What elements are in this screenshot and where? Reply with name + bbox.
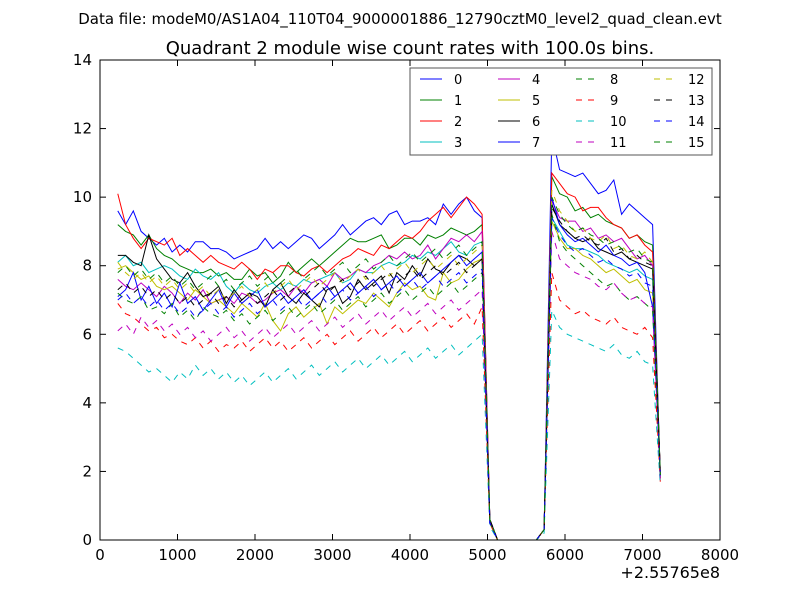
- legend-label-4: 4: [532, 73, 540, 88]
- x-tick-label: 4000: [391, 546, 429, 564]
- y-tick-label: 10: [73, 188, 92, 206]
- series-line-12: [117, 190, 661, 541]
- y-tick-label: 4: [82, 394, 92, 412]
- legend-label-0: 0: [454, 73, 462, 88]
- legend-label-9: 9: [610, 94, 618, 109]
- data-file-header: Data file: modeM0/AS1A04_110T04_90000018…: [78, 10, 722, 29]
- series-line-8: [117, 214, 661, 541]
- x-tick-label: 1000: [158, 546, 196, 564]
- series-line-9: [117, 272, 661, 541]
- x-tick-label: 0: [95, 546, 105, 564]
- x-tick-label: 3000: [313, 546, 351, 564]
- y-tick-label: 14: [73, 51, 92, 69]
- legend-label-8: 8: [610, 73, 618, 88]
- series-line-6: [117, 203, 661, 541]
- legend-label-3: 3: [454, 136, 462, 151]
- legend-label-5: 5: [532, 94, 540, 109]
- x-tick-label: 5000: [468, 546, 506, 564]
- legend-label-11: 11: [610, 136, 627, 151]
- series-line-3: [117, 215, 661, 541]
- legend-label-13: 13: [688, 94, 705, 109]
- series-line-10: [117, 310, 661, 541]
- legend-label-14: 14: [688, 115, 705, 130]
- legend-label-1: 1: [454, 94, 462, 109]
- series-line-15: [117, 196, 661, 541]
- x-tick-label: 2000: [236, 546, 274, 564]
- y-tick-label: 8: [82, 257, 92, 275]
- series-layer: [117, 135, 661, 541]
- y-tick-label: 0: [82, 531, 92, 549]
- legend-label-6: 6: [532, 115, 540, 130]
- chart-title: Quadrant 2 module wise count rates with …: [166, 38, 655, 59]
- x-offset-label: +2.55765e8: [620, 563, 720, 582]
- legend-label-10: 10: [610, 115, 627, 130]
- y-tick-label: 2: [82, 462, 92, 480]
- x-tick-label: 7000: [623, 546, 661, 564]
- series-line-11: [117, 231, 661, 541]
- legend-label-7: 7: [532, 136, 540, 151]
- x-tick-label: 6000: [546, 546, 584, 564]
- series-line-7: [117, 196, 661, 541]
- legend-box: [409, 67, 713, 156]
- y-tick-label: 6: [82, 325, 92, 343]
- legend-label-2: 2: [454, 115, 462, 130]
- series-line-1: [117, 176, 661, 541]
- series-line-2: [117, 171, 661, 541]
- series-line-13: [117, 205, 661, 541]
- series-line-5: [117, 220, 661, 541]
- legend-label-12: 12: [688, 73, 705, 88]
- axis-layer: 0 1000 2000 3000 4000 5000 6000 7000 80000246810…: [73, 51, 739, 564]
- series-line-4: [117, 200, 661, 541]
- series-line-14: [117, 217, 661, 541]
- legend-label-15: 15: [688, 136, 705, 151]
- x-tick-label: 8000: [701, 546, 739, 564]
- series-line-0: [117, 135, 661, 541]
- y-tick-label: 12: [73, 120, 92, 138]
